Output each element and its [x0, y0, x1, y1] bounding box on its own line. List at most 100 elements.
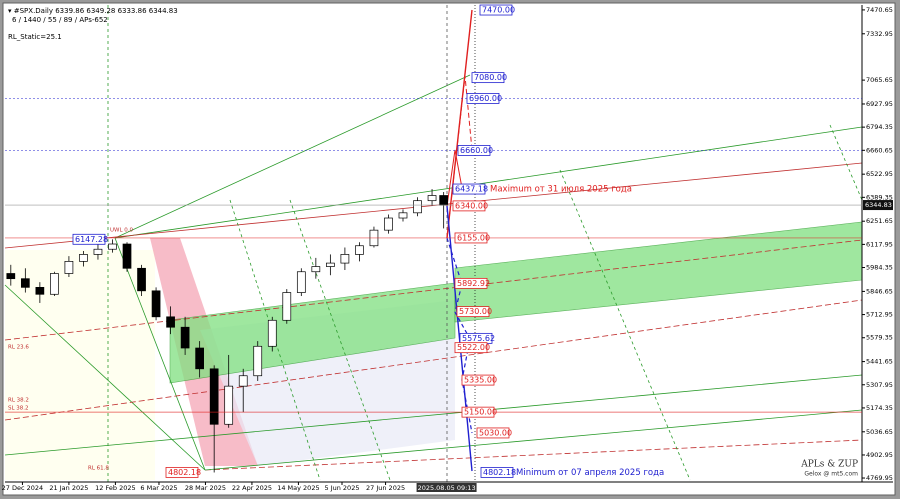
candle-body: [93, 248, 103, 255]
y-tick-label: 5174.35: [866, 404, 893, 412]
y-tick-label: 6251.65: [866, 217, 893, 225]
y-tick-label: 5579.35: [866, 334, 893, 342]
y-tick-label: 4769.95: [866, 474, 893, 482]
candle-body: [398, 212, 408, 219]
projection-line: [446, 237, 473, 434]
y-tick-label: 6117.95: [866, 240, 893, 248]
candle-body: [355, 245, 364, 255]
y-tick-label: 7065.65: [866, 76, 893, 84]
level-box: [454, 277, 488, 289]
level-label: 7470.00: [482, 6, 515, 15]
last-price-label: 6344.83: [865, 201, 892, 209]
candle-body: [413, 200, 422, 214]
fan-line: [289, 199, 391, 481]
annotation: Maximum от 31 июля 2025 года: [490, 185, 632, 195]
level-box: [479, 4, 513, 16]
level-label: 5575.62: [462, 334, 495, 343]
last-price-box: [863, 200, 893, 211]
cursor-time-box: [416, 483, 477, 492]
y-tick-label: 5712.95: [866, 311, 893, 319]
level-box: [461, 406, 495, 418]
candle-body: [326, 262, 335, 267]
trend-line: [114, 74, 471, 239]
candle-body: [224, 385, 234, 425]
candle-body: [137, 267, 146, 292]
x-tick-label: 22 Apr 2025: [232, 484, 272, 492]
candle-body: [311, 266, 321, 273]
level-box: [471, 72, 505, 84]
level-label: 4802.18: [168, 468, 201, 477]
level-box: [466, 93, 500, 104]
projection-line: [446, 149, 463, 207]
level-box: [480, 467, 514, 478]
indicator-line: RL_Static=25.1: [8, 33, 62, 41]
level-label: 5892.92: [457, 279, 490, 288]
x-tick-label: 21 Jan 2025: [49, 484, 88, 492]
level-tag: RL 61.8: [88, 466, 109, 472]
candle-body: [20, 278, 30, 288]
level-tag: SL 38.2: [8, 406, 29, 412]
level-box: [72, 233, 106, 245]
candle-body: [35, 287, 45, 295]
x-tick-label: 27 Dec 2024: [2, 484, 44, 492]
cursor-time-label: 2025.08.05 09:13: [418, 484, 476, 492]
symbol-line: ▾ #SPX.Daily 6339.86 6349.28 6333.86 634…: [8, 7, 178, 15]
y-tick-label: 7332.95: [866, 30, 893, 38]
x-tick-label: 14 May 2025: [277, 484, 319, 492]
candle-body: [267, 319, 277, 347]
fan-line: [829, 124, 863, 201]
brand: APLs & ZUP: [800, 460, 858, 470]
x-tick-label: 27 Jun 2025: [366, 484, 405, 492]
candle-body: [50, 273, 59, 295]
trend-line: [204, 439, 863, 471]
candle-body: [439, 195, 449, 206]
trend-line: [204, 409, 863, 471]
level-box: [457, 145, 491, 156]
green-channel: [169, 282, 456, 384]
level-box: [461, 374, 495, 386]
price-axis: [862, 5, 893, 482]
y-tick-label: 5846.65: [866, 287, 893, 295]
y-tick-label: 5307.95: [866, 381, 893, 389]
y-tick-label: 7470.65: [866, 6, 893, 14]
y-tick-label: 5441.65: [866, 358, 893, 366]
projection-line: [446, 75, 473, 239]
level-label: 6660.00: [460, 146, 493, 155]
candle-body: [253, 345, 263, 377]
trend-line: [4, 374, 863, 456]
candle-body: [209, 368, 219, 425]
candle-body: [238, 375, 248, 387]
candle-body: [151, 290, 161, 318]
annotation: Minimum от 07 апреля 2025 года: [516, 468, 664, 478]
y-tick-label: 6660.65: [866, 146, 893, 154]
y-tick-label: 5036.65: [866, 428, 893, 436]
candle-body: [108, 243, 117, 250]
y-tick-label: 4902.95: [866, 451, 893, 459]
projection-line: [446, 205, 473, 472]
level-box: [476, 427, 510, 439]
candle-body: [384, 217, 393, 231]
fan-line: [559, 169, 691, 481]
brand-site: Gelox @ mt5.com: [804, 471, 858, 478]
level-box: [456, 306, 490, 318]
x-tick-label: 6 Mar 2025: [140, 484, 177, 492]
trend-line: [114, 237, 206, 471]
candle-body: [282, 292, 292, 321]
x-tick-label: 28 Mar 2025: [185, 484, 226, 492]
level-tag: RL 38.2: [8, 398, 29, 404]
y-tick-label: 6927.95: [866, 100, 893, 108]
settings-line: 6 / 1440 / 55 / 89 / APs-652: [12, 16, 108, 24]
level-label: 6437.18: [455, 185, 488, 194]
level-box: [452, 183, 486, 195]
x-tick-label: 12 Feb 2025: [95, 484, 135, 492]
candle-body: [6, 273, 16, 280]
trend-lines: [4, 5, 863, 482]
candle-body: [79, 254, 88, 262]
level-box: [454, 232, 488, 244]
level-label: 6155.00: [457, 233, 490, 242]
trend-line: [4, 284, 206, 471]
level-tag: UWL 0.0: [110, 228, 134, 234]
candle-body: [340, 254, 350, 264]
level-label: 5150.00: [464, 408, 497, 417]
